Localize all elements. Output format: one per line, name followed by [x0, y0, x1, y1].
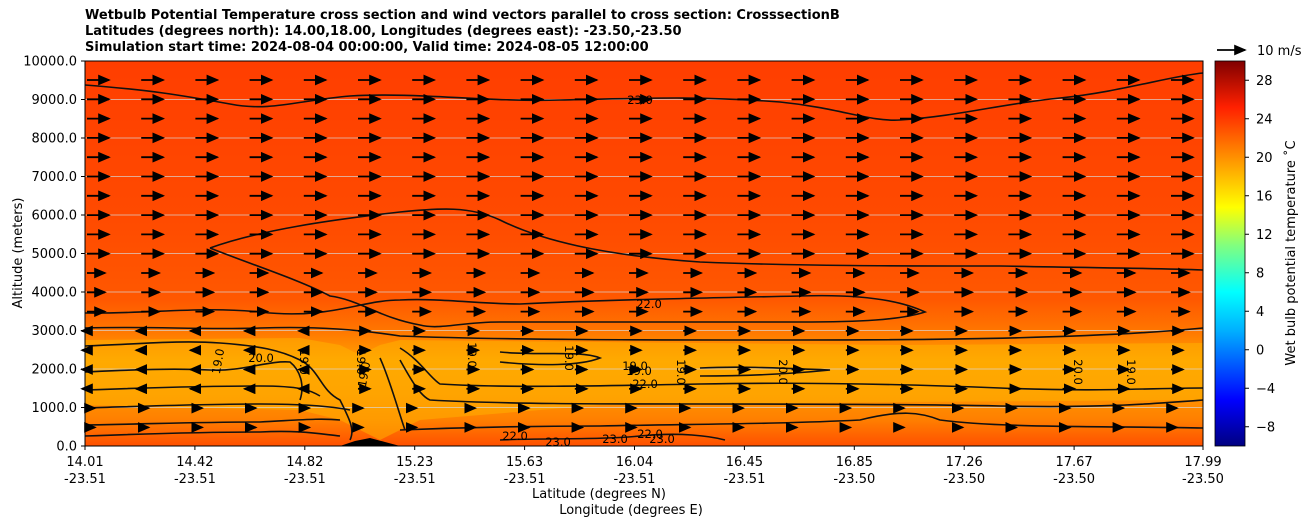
x-tick-label-lon: -23.50 [943, 472, 985, 487]
colorbar-tick-label: 16 [1256, 189, 1273, 204]
colorbar-label: Wet bulb potential temperature ˚C [1283, 140, 1299, 365]
colorbar-tick-label: −4 [1256, 382, 1275, 397]
chart-title-line1: Wetbulb Potential Temperature cross sect… [85, 8, 840, 23]
x-tick-label-lon: -23.51 [64, 472, 106, 487]
contour-label: 23.0 [602, 432, 628, 446]
colorbar-tick-label: −8 [1256, 420, 1275, 435]
contour-label: 23.0 [649, 432, 675, 446]
colorbar-tick-label: 20 [1256, 151, 1273, 166]
contour-label: 19.0 [209, 347, 227, 375]
contour-label: 20.0 [776, 359, 790, 385]
x-tick-label-lon: -23.51 [723, 472, 765, 487]
x-tick-label-lon: -23.51 [614, 472, 656, 487]
contour-label: 22.0 [636, 297, 662, 311]
x-tick-label-lat: 17.99 [1184, 455, 1221, 470]
y-tick-label: 3000.0 [32, 324, 78, 339]
contour-label: 23.0 [545, 435, 571, 449]
y-tick-label: 1000.0 [32, 401, 78, 416]
x-tick-label-lon: -23.50 [1182, 472, 1224, 487]
terrain [340, 438, 400, 446]
x-tick-label-lon: -23.51 [394, 472, 436, 487]
colorbar-tick-label: 0 [1256, 343, 1264, 358]
contour-label: 19.0 [465, 342, 479, 368]
wind-vectors [80, 74, 1195, 433]
y-axis: 0.0 1000.0 2000.0 3000.0 4000.0 5000.0 6000.0 7… [23, 55, 85, 455]
colorbar-tick-label: 28 [1256, 74, 1273, 89]
x-tick-label-lon: -23.51 [174, 472, 216, 487]
contour-label: 20.0 [248, 351, 274, 365]
y-tick-label: 0.0 [56, 440, 77, 455]
colorbar [1214, 60, 1246, 447]
contour-label: 19.0 [562, 345, 576, 371]
y-tick-label: 5000.0 [32, 247, 78, 262]
x-axis: 14.01 -23.51 14.42 -23.51 14.82 -23.51 15.23 -2… [64, 446, 1224, 487]
y-tick-label: 4000.0 [32, 286, 78, 301]
x-tick-label-lat: 14.42 [176, 455, 213, 470]
contour-label: 23.0 [627, 93, 653, 107]
colorbar-tick-label: 4 [1256, 305, 1264, 320]
x-tick-label-lat: 15.63 [506, 455, 543, 470]
x-tick-label-lon: -23.50 [1053, 472, 1095, 487]
contour-label: 19.0 [1124, 359, 1138, 385]
y-tick-label: 6000.0 [32, 209, 78, 224]
x-tick-label-lon: -23.51 [504, 472, 546, 487]
x-tick-label-lat: 14.82 [286, 455, 323, 470]
chart-title-line2: Latitudes (degrees north): 14.00,18.00, … [85, 24, 682, 39]
x-tick-label-lat: 17.26 [946, 455, 983, 470]
x-axis-title-lon: Longitude (degrees E) [559, 503, 703, 518]
chart-title-line3: Simulation start time: 2024-08-04 00:00:… [85, 40, 649, 55]
colorbar-tick-label: 24 [1256, 112, 1273, 127]
contour-label: 22.0 [632, 377, 658, 391]
contour-label: 22.0 [637, 427, 663, 441]
x-tick-label-lat: 16.04 [616, 455, 653, 470]
colorbar-tick-label: 8 [1256, 266, 1264, 281]
x-axis-title-lat: Latitude (degrees N) [532, 487, 666, 502]
contour-label: 19.0 [354, 349, 368, 375]
contour-label: 19.0 [297, 349, 311, 375]
contour-label: 20.0 [1071, 359, 1085, 385]
x-tick-label-lat: 16.85 [836, 455, 873, 470]
y-tick-label: 9000.0 [32, 93, 78, 108]
contour-label: 22.0 [502, 429, 528, 443]
y-tick-label: 8000.0 [32, 132, 78, 147]
y-tick-label: 7000.0 [32, 170, 78, 185]
x-tick-label-lat: 16.45 [726, 455, 763, 470]
contour-label: 19.0 [622, 359, 648, 373]
y-tick-label: 10000.0 [23, 55, 77, 70]
x-tick-label-lat: 14.01 [66, 455, 103, 470]
contour-label: 19.0 [355, 360, 373, 388]
contour-label: 19.0 [674, 359, 688, 385]
contour-labels: 23.022.019.0 20.0 19.0 19.019.019.0 19.0 19.0… [209, 93, 1138, 449]
colorbar-ticks: 28 24 20 16 12 8 4 0 −4 −8 [1245, 74, 1275, 435]
y-axis-title: Altitude (meters) [11, 198, 26, 309]
x-tick-label-lat: 17.67 [1055, 455, 1092, 470]
colorbar-tick-label: 12 [1256, 228, 1273, 243]
x-tick-label-lat: 15.23 [396, 455, 433, 470]
quiver-key-label: 10 m/s [1257, 44, 1302, 59]
x-tick-label-lon: -23.51 [284, 472, 326, 487]
y-tick-label: 2000.0 [32, 363, 78, 378]
x-tick-label-lon: -23.50 [833, 472, 875, 487]
warm-core-region [85, 338, 1203, 440]
contour-label: 19.0 [626, 364, 652, 378]
